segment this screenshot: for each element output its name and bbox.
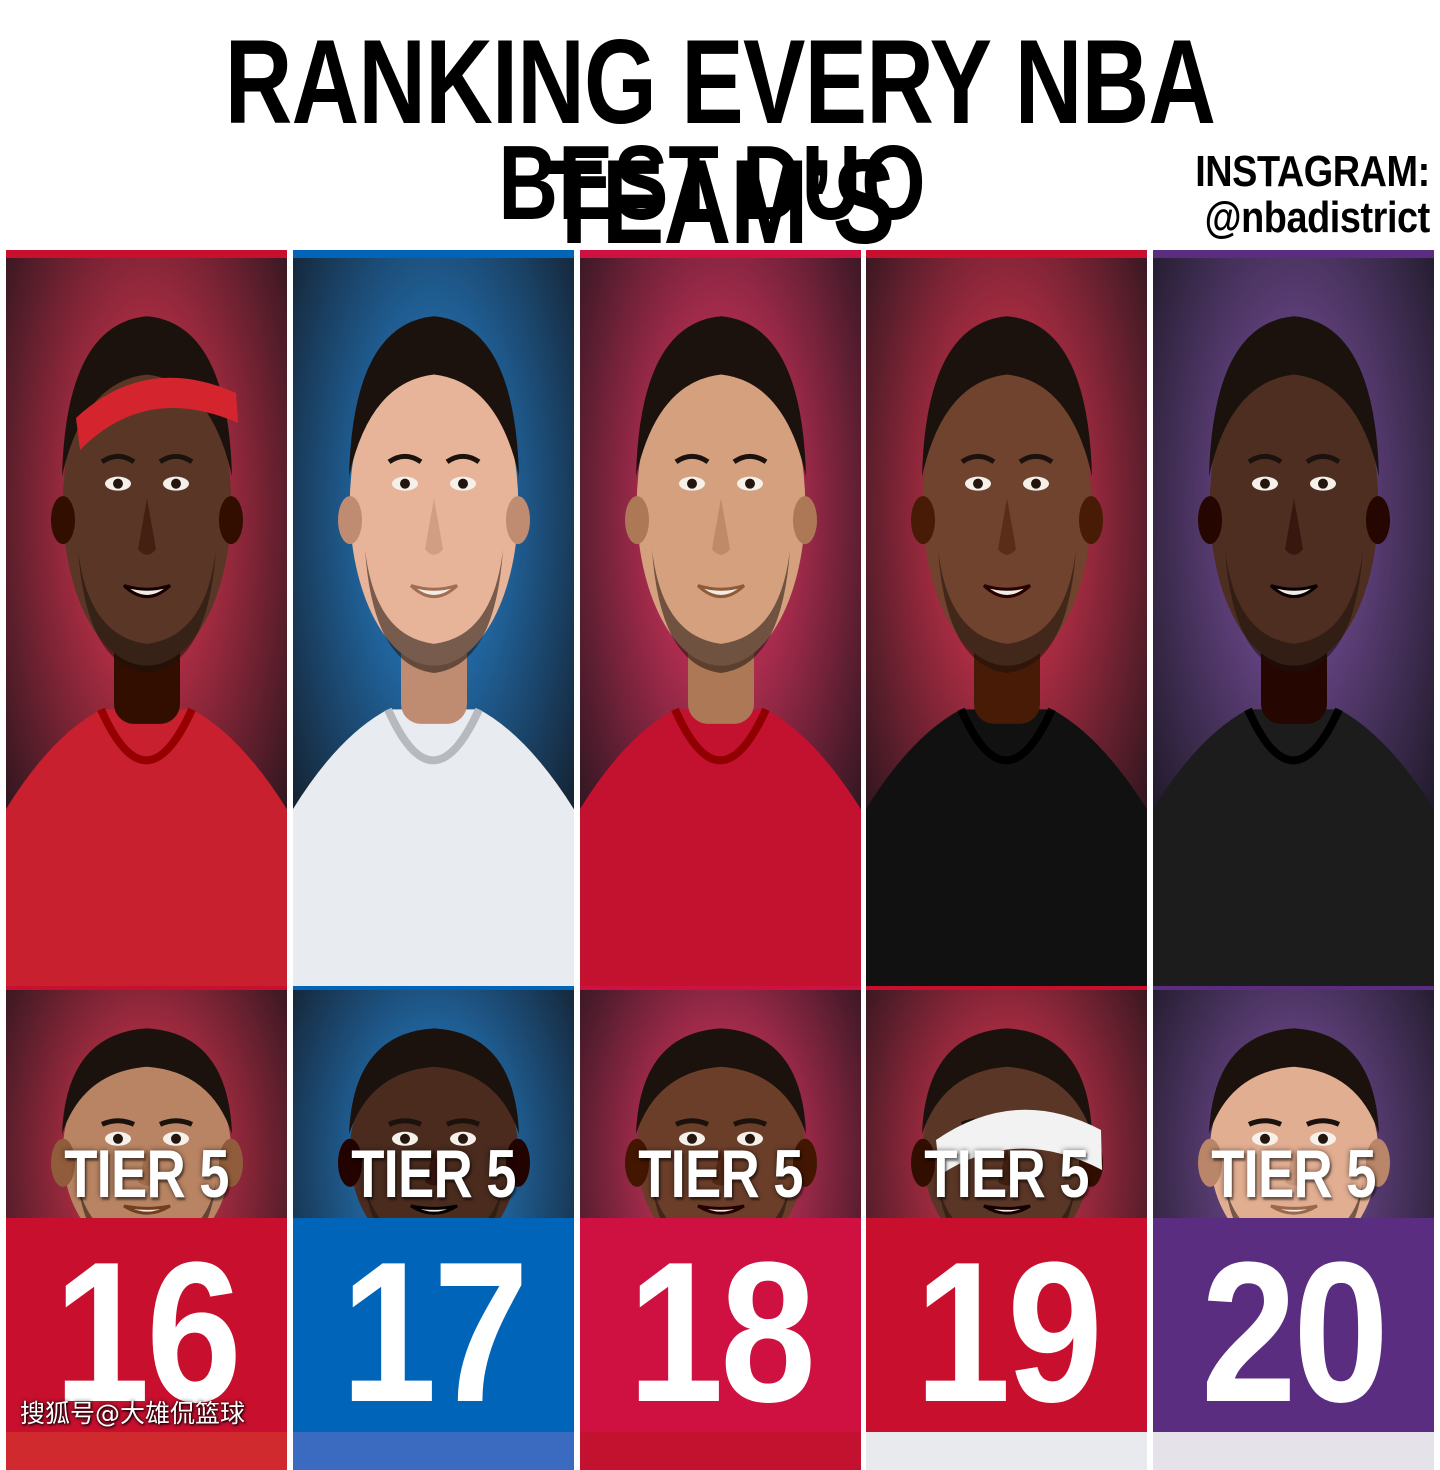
player-photo-top <box>579 258 861 986</box>
rank-box: 17 <box>292 1218 574 1444</box>
team-color-divider <box>1153 986 1434 990</box>
team-color-divider <box>579 986 861 990</box>
duo-card-20: TIER 5 20 <box>1153 250 1434 1470</box>
duo-card-18: TIER 5 18 <box>579 250 861 1470</box>
rank-box: 16 <box>6 1218 287 1444</box>
watermark: 搜狐号@大雄侃篮球 <box>20 1399 246 1428</box>
rank-number: 19 <box>914 1221 1103 1444</box>
rank-number: 17 <box>341 1221 529 1444</box>
tier-label: TIER 5 <box>1211 1136 1376 1212</box>
team-color-bar <box>292 250 574 258</box>
player-photo-top <box>866 258 1148 986</box>
rank-number: 16 <box>54 1221 242 1444</box>
duo-card-19: TIER 5 19 <box>866 250 1148 1470</box>
team-color-bar <box>866 250 1148 258</box>
tier-label: TIER 5 <box>351 1136 516 1212</box>
player-photo-top <box>292 258 574 986</box>
team-color-divider <box>6 986 287 990</box>
rank-number: 18 <box>627 1221 816 1444</box>
instagram-label: INSTAGRAM: <box>1195 147 1430 196</box>
rank-box: 18 <box>579 1218 861 1444</box>
duo-card-16: TIER 5 16 <box>6 250 287 1470</box>
tier-label: TIER 5 <box>64 1136 229 1212</box>
duo-grid: TIER 5 16 <box>6 250 1434 1470</box>
team-color-bar <box>579 250 861 258</box>
title-line-2: BEST DUO <box>498 124 926 242</box>
team-color-divider <box>292 986 574 990</box>
tier-label: TIER 5 <box>924 1136 1090 1212</box>
team-color-bar <box>1153 250 1434 258</box>
player-photo-top <box>6 258 287 986</box>
tier-label: TIER 5 <box>637 1136 803 1212</box>
team-color-bar <box>6 250 287 258</box>
rank-number: 20 <box>1201 1221 1389 1444</box>
rank-box: 20 <box>1153 1218 1434 1444</box>
duo-card-17: TIER 5 17 <box>292 250 574 1470</box>
player-photo-top <box>1153 258 1434 986</box>
team-color-divider <box>866 986 1148 990</box>
instagram-handle: @nbadistrict <box>1204 193 1431 242</box>
title-line-1: RANKING EVERY NBA TEAM’S <box>224 15 1216 269</box>
rank-box: 19 <box>866 1218 1148 1444</box>
instagram-credit: INSTAGRAM: @nbadistrict <box>1195 150 1430 240</box>
